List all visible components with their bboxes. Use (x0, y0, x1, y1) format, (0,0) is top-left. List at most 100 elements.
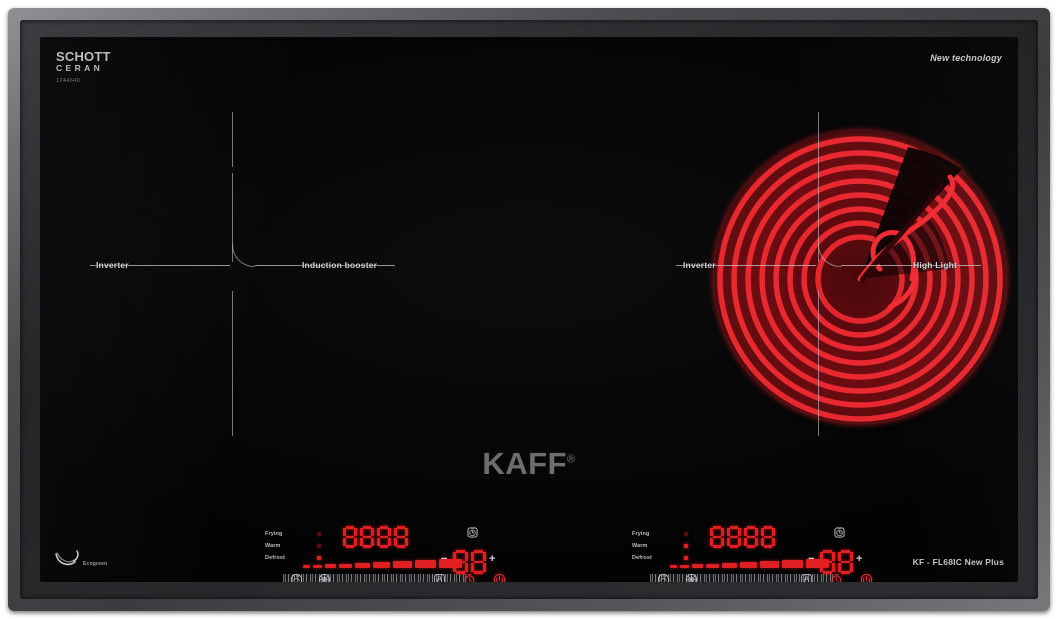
segment-a (841, 550, 850, 553)
seven-segment-digit (471, 550, 486, 574)
segment-d (823, 571, 832, 574)
status-led-icon (684, 544, 688, 548)
segment-f (820, 552, 823, 561)
segment-e (761, 537, 764, 546)
status-led-icon (684, 532, 688, 536)
segment-e (820, 562, 823, 572)
status-indicator: Defrost (265, 552, 321, 564)
segment-g (397, 535, 405, 539)
power-level-segment (355, 563, 370, 568)
segment-f (710, 528, 713, 536)
status-indicator-label: Frying (632, 531, 650, 537)
segment-g (363, 535, 371, 539)
function-icon[interactable]: Function (290, 573, 303, 582)
status-indicator-label: Warm (265, 543, 281, 549)
status-indicator-group: Frying Warm Defrost (632, 528, 688, 564)
ecogreen-logo: Ecogreen (54, 550, 107, 568)
glass-cooktop-surface: SCHOTT CERAN 1244640 New technology Inve… (40, 37, 1018, 582)
segment-d (474, 571, 483, 574)
zone-left-vline-lower (232, 291, 233, 436)
segment-d (713, 545, 721, 548)
segment-g (823, 560, 832, 564)
schott-wordmark: SCHOTT (56, 49, 111, 64)
status-led-icon (684, 556, 688, 560)
segment-f (471, 552, 474, 561)
ceran-wordmark: CERAN (56, 63, 104, 73)
model-number-label: KF - FL68IC New Plus (912, 557, 1004, 567)
segment-g (713, 535, 721, 539)
lock-icon[interactable] (433, 573, 446, 582)
status-indicator-label: Defrost (265, 555, 285, 561)
status-indicator: Warm (265, 540, 321, 552)
booster-icon[interactable] (318, 573, 331, 582)
seven-segment-digit (360, 526, 374, 548)
status-led-icon (317, 544, 321, 548)
segment-b (465, 552, 468, 561)
status-indicator: Defrost (632, 552, 688, 564)
status-led-icon (317, 556, 321, 560)
segment-c (405, 537, 408, 546)
power-level-segment (313, 564, 322, 568)
clock-icon[interactable] (830, 573, 843, 582)
segment-f (727, 528, 730, 536)
segment-d (363, 545, 371, 548)
segment-g (456, 560, 465, 564)
power-level-segment (722, 563, 737, 568)
slider-decrease-icon[interactable]: − (650, 580, 655, 583)
function-icon[interactable]: Function (657, 573, 670, 582)
segment-f (744, 528, 747, 536)
segment-d (346, 545, 354, 548)
segment-c (354, 537, 357, 546)
segment-d (380, 545, 388, 548)
booster-icon[interactable] (685, 573, 698, 582)
leaf-swoosh-icon (55, 550, 79, 566)
seven-segment-digit (838, 550, 853, 574)
segment-f (377, 528, 380, 536)
segment-g (730, 535, 738, 539)
segment-e (343, 537, 346, 546)
segment-a (747, 526, 755, 529)
timer-decrease-button[interactable]: − (808, 553, 815, 565)
kaff-wordmark: KAFF (482, 446, 568, 481)
segment-c (772, 537, 775, 546)
zone-right-label-inverter: Inverter (683, 260, 716, 270)
timer-increase-button[interactable]: + (856, 553, 863, 565)
segment-e (453, 562, 456, 572)
segment-c (465, 562, 468, 572)
segment-a (730, 526, 738, 529)
new-technology-tagline: New technology (930, 53, 1002, 63)
heating-element-glow (712, 129, 1008, 425)
power-icon[interactable] (860, 573, 873, 582)
bezel-frame: SCHOTT CERAN 1244640 New technology Inve… (20, 20, 1038, 599)
power-level-segment (706, 563, 719, 568)
timer-increase-button[interactable]: + (489, 553, 496, 565)
segment-e (744, 537, 747, 546)
status-indicator: Warm (632, 540, 688, 552)
clock-icon[interactable] (463, 573, 476, 582)
segment-a (363, 526, 371, 529)
power-icon[interactable] (493, 573, 506, 582)
power-level-bar (303, 557, 462, 568)
power-level-segment (680, 564, 689, 568)
power-level-segment (439, 559, 462, 568)
slider-decrease-icon[interactable]: − (283, 580, 288, 583)
zone-left-label-inverter: Inverter (96, 260, 129, 270)
timer-icon[interactable] (833, 526, 846, 539)
segment-f (343, 528, 346, 536)
lock-icon[interactable] (800, 573, 813, 582)
segment-d (456, 571, 465, 574)
power-touch-slider[interactable] (650, 574, 834, 582)
timer-decrease-button[interactable]: − (441, 553, 448, 565)
segment-d (397, 545, 405, 548)
timer-icon[interactable] (466, 526, 479, 539)
status-led-icon (317, 532, 321, 536)
main-seven-segment-display (343, 526, 408, 548)
power-level-segment (740, 562, 757, 568)
segment-b (832, 552, 835, 561)
zone-left-hline-right (255, 265, 395, 266)
segment-a (380, 526, 388, 529)
power-touch-slider[interactable] (283, 574, 467, 582)
zone-right-vline-bottom (818, 291, 819, 436)
